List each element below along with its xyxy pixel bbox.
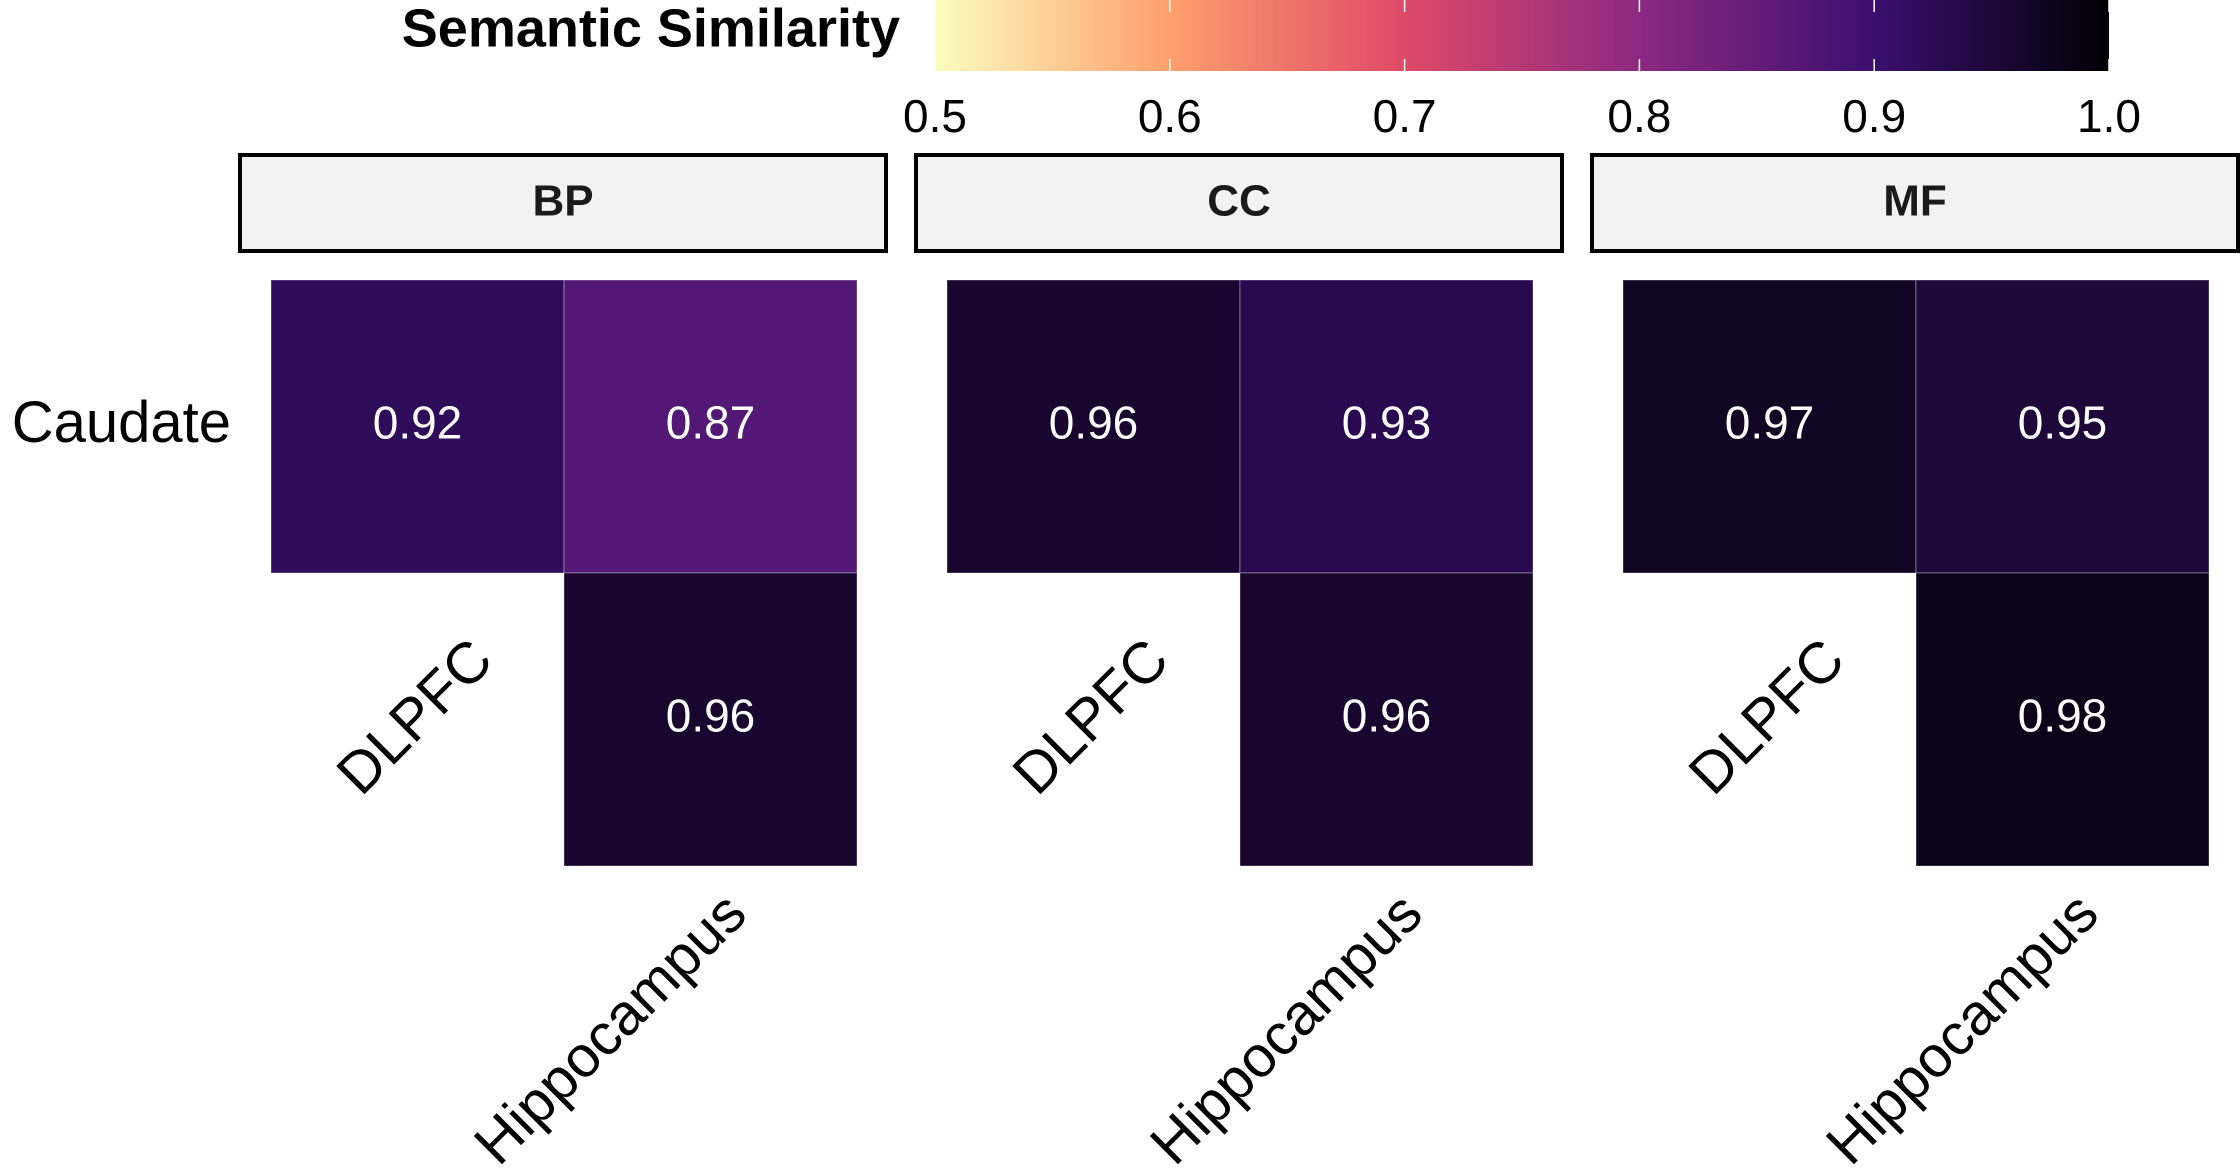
cell-value-label: 0.97	[1725, 397, 1815, 449]
colorbar-tick-label: 0.8	[1607, 90, 1671, 142]
cell-value-label: 0.87	[666, 397, 756, 449]
facet-strip	[1590, 153, 2240, 253]
x-axis-label: Hippocampus	[1138, 880, 1435, 1172]
heatmap-cell	[1622, 279, 1917, 574]
cell-value-label: 0.98	[2018, 690, 2108, 742]
x-axis-label: Hippocampus	[1814, 880, 2111, 1172]
cell-value-label: 0.95	[2018, 397, 2108, 449]
colorbar-tick-label: 0.5	[903, 90, 967, 142]
heatmap-cell	[563, 572, 858, 867]
facet-label: MF	[1883, 177, 1947, 226]
colorbar-tick-label: 0.7	[1373, 90, 1437, 142]
heatmap-cell	[270, 279, 565, 574]
heatmap-cell	[946, 279, 1241, 574]
colorbar	[935, 0, 2109, 71]
diagonal-label: DLPFC	[1000, 626, 1180, 806]
cell-value-label: 0.93	[1342, 397, 1432, 449]
diagonal-label: DLPFC	[1676, 626, 1856, 806]
heatmap-cell	[563, 279, 858, 574]
cell-value-label: 0.96	[666, 690, 756, 742]
x-axis-label: Hippocampus	[462, 880, 759, 1172]
heatmap-cell	[1239, 572, 1534, 867]
colorbar-tick-label: 1.0	[2077, 90, 2141, 142]
cell-value-label: 0.92	[373, 397, 463, 449]
heatmap-cell	[1915, 572, 2210, 867]
heatmap-cell	[1239, 279, 1534, 574]
heatmap-cell	[1915, 279, 2210, 574]
colorbar-tick-label: 0.6	[1138, 90, 1202, 142]
facet-strip	[238, 153, 888, 253]
facet-label: BP	[532, 177, 593, 226]
diagonal-label: DLPFC	[324, 626, 504, 806]
cell-value-label: 0.96	[1342, 690, 1432, 742]
facet-label: CC	[1207, 177, 1271, 226]
cell-value-label: 0.96	[1049, 397, 1139, 449]
facet-strip	[914, 153, 1564, 253]
colorbar-title: Semantic Similarity	[402, 0, 900, 58]
y-axis-label: Caudate	[12, 390, 231, 455]
colorbar-tick-label: 0.9	[1842, 90, 1906, 142]
